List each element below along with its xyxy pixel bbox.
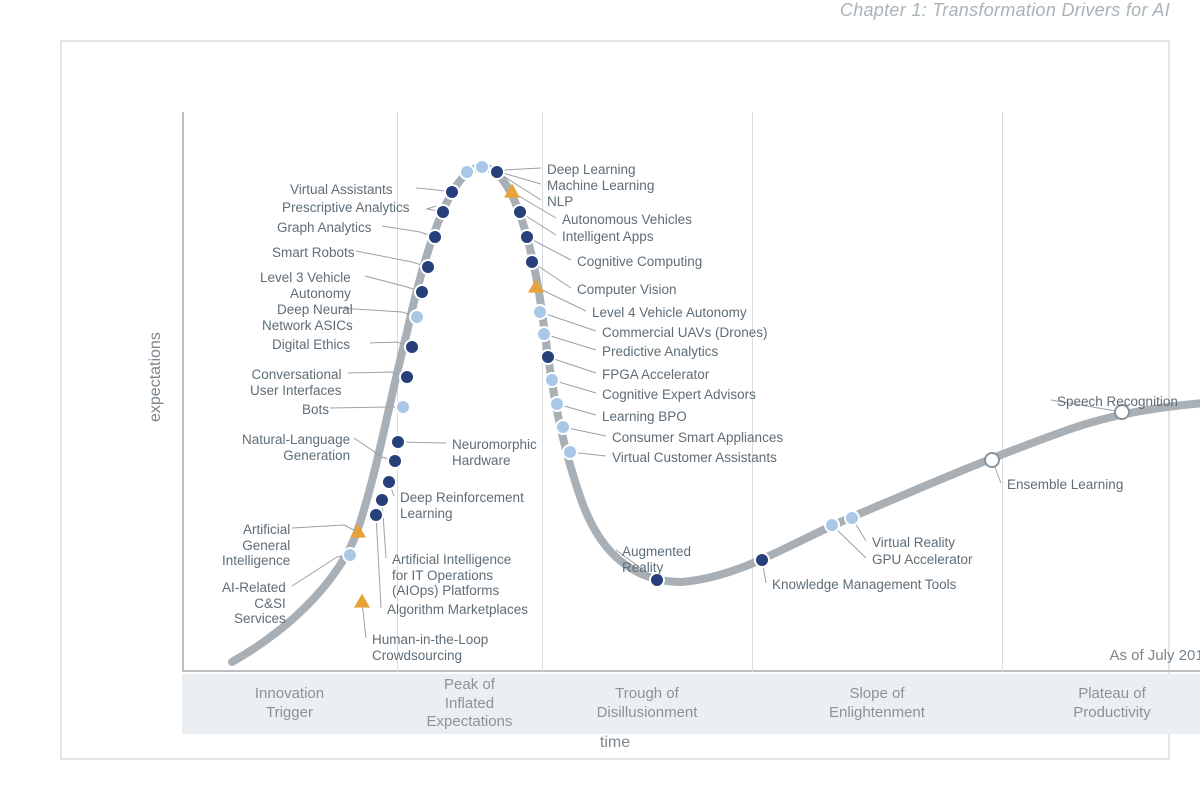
hype-item-label: Learning BPO [602, 409, 687, 425]
hype-marker [350, 524, 366, 538]
hype-marker [399, 369, 415, 385]
hype-marker [524, 254, 540, 270]
hype-item-label: Computer Vision [577, 282, 677, 298]
hype-item-label: Intelligent Apps [562, 229, 654, 245]
hype-item-label: NLP [547, 194, 573, 210]
hype-marker [536, 326, 552, 342]
hype-item-label: Augmented Reality [622, 544, 691, 575]
hype-item-label: FPGA Accelerator [602, 367, 709, 383]
hype-marker [435, 204, 451, 220]
chart-frame: expectations Innovation TriggerPeak of I… [60, 40, 1170, 760]
hype-item-label: Virtual Assistants [290, 182, 393, 198]
hype-marker [444, 184, 460, 200]
hype-item-label: Virtual Customer Assistants [612, 450, 777, 466]
plot-area: Innovation TriggerPeak of Inflated Expec… [182, 112, 1200, 742]
hype-item-label: Deep Reinforcement Learning [400, 490, 524, 521]
hype-marker [528, 279, 544, 293]
hype-item-label: GPU Accelerator [872, 552, 973, 568]
hype-marker [404, 339, 420, 355]
hype-item-label: Predictive Analytics [602, 344, 718, 360]
hype-marker [512, 204, 528, 220]
hype-marker [532, 304, 548, 320]
hype-marker [381, 474, 397, 490]
hype-item-label: Ensemble Learning [1007, 477, 1123, 493]
hype-item-label: Deep Neural Network ASICs [262, 302, 353, 333]
hype-marker [390, 434, 406, 450]
hype-item-label: Bots [302, 402, 329, 418]
hype-marker [824, 517, 840, 533]
hype-item-label: Level 3 Vehicle Autonomy [260, 270, 351, 301]
hype-marker [549, 396, 565, 412]
hype-item-label: AI-Related C&SI Services [222, 580, 286, 627]
hype-item-label: Cognitive Expert Advisors [602, 387, 756, 403]
hype-item-label: Neuromorphic Hardware [452, 437, 537, 468]
hype-item-label: Prescriptive Analytics [282, 200, 410, 216]
hype-marker [374, 492, 390, 508]
hype-item-label: Level 4 Vehicle Autonomy [592, 305, 747, 321]
hype-item-label: Graph Analytics [277, 220, 372, 236]
hype-marker [984, 452, 1000, 468]
hype-item-label: Human-in-the-Loop Crowdsourcing [372, 632, 488, 663]
hype-marker [395, 399, 411, 415]
hype-marker [555, 419, 571, 435]
hype-marker [459, 164, 475, 180]
hype-item-label: Commercial UAVs (Drones) [602, 325, 768, 341]
hype-marker [504, 184, 520, 198]
hype-marker [474, 159, 490, 175]
hype-marker [544, 372, 560, 388]
hype-marker [489, 164, 505, 180]
hype-item-label: Natural-Language Generation [242, 432, 350, 463]
y-axis-label: expectations [147, 332, 165, 422]
hype-item-label: Cognitive Computing [577, 254, 702, 270]
hype-marker [368, 507, 384, 523]
hype-item-label: Digital Ethics [272, 337, 350, 353]
hype-item-label: Autonomous Vehicles [562, 212, 692, 228]
hype-marker [519, 229, 535, 245]
hype-item-label: Speech Recognition [1057, 394, 1178, 410]
hype-item-label: Algorithm Marketplaces [387, 602, 528, 618]
hype-item-label: Consumer Smart Appliances [612, 430, 783, 446]
hype-marker [414, 284, 430, 300]
hype-item-label: Artificial General Intelligence [222, 522, 290, 569]
hype-marker [540, 349, 556, 365]
hype-marker [754, 552, 770, 568]
hype-marker [427, 229, 443, 245]
as-of-caption: As of July 2017 [1109, 647, 1200, 664]
hype-item-label: Smart Robots [272, 245, 355, 261]
x-axis-label: time [600, 734, 630, 752]
hype-marker [562, 444, 578, 460]
hype-item-label: Virtual Reality [872, 535, 955, 551]
hype-item-label: Knowledge Management Tools [772, 577, 956, 593]
hype-marker [387, 453, 403, 469]
hype-marker [409, 309, 425, 325]
hype-item-label: Deep Learning [547, 162, 636, 178]
hype-item-label: Artificial Intelligence for IT Operation… [392, 552, 511, 599]
hype-item-label: Conversational User Interfaces [250, 367, 342, 398]
hype-marker [420, 259, 436, 275]
hype-item-label: Machine Learning [547, 178, 654, 194]
hype-marker [342, 547, 358, 563]
chapter-title: Chapter 1: Transformation Drivers for AI [840, 0, 1170, 21]
hype-marker [354, 594, 370, 608]
hype-marker [844, 510, 860, 526]
